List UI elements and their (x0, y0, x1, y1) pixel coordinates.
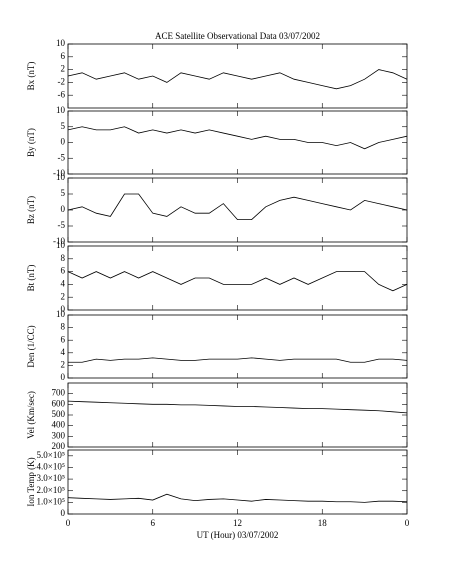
panel-frame (67, 382, 408, 448)
y-tick-label: 400 (52, 420, 66, 430)
y-tick-label: -10 (53, 168, 65, 178)
x-tick-label: 0 (66, 518, 71, 528)
y-tick-label: 8 (61, 322, 66, 332)
panel-frame (67, 177, 408, 243)
y-tick-label: 2 (61, 64, 66, 74)
y-axis-label: Ion Temp (K) (26, 457, 36, 506)
y-tick-label: 10 (56, 38, 66, 48)
x-tick-label: 0 (405, 518, 410, 528)
y-tick-label: 10 (56, 105, 66, 115)
y-tick-label: -5 (58, 152, 66, 162)
data-line (67, 69, 408, 90)
y-tick-label: 0 (61, 508, 66, 518)
y-axis-label: Bt (nT) (26, 265, 36, 292)
panel-frame (67, 314, 408, 379)
panel-frame (67, 110, 408, 175)
data-line (67, 493, 408, 503)
y-tick-label: 600 (52, 398, 66, 408)
y-axis-label: Den (1/CC) (26, 325, 36, 367)
y-tick-label: 0 (61, 137, 66, 147)
y-axis-label: Vel (Km/sec) (26, 391, 36, 439)
y-tick-label: 10 (56, 309, 66, 319)
y-tick-label: 6 (61, 266, 66, 276)
y-tick-label: -6 (58, 89, 66, 99)
x-tick-label: 12 (233, 518, 242, 528)
y-axis-label: By (nT) (26, 128, 36, 157)
data-line (68, 357, 408, 363)
y-tick-label: 3.0×10⁵ (37, 473, 65, 483)
y-tick-label: 1.0×10⁵ (37, 496, 65, 506)
x-tick-label: 18 (318, 518, 328, 528)
y-tick-label: 0 (61, 204, 66, 214)
y-tick-label: 5.0×10⁵ (37, 450, 65, 460)
y-tick-label: 6 (61, 51, 66, 61)
y-tick-label: -2 (58, 76, 66, 86)
y-tick-label: 10 (56, 172, 66, 182)
y-tick-label: 10 (56, 240, 66, 250)
y-tick-label: -5 (58, 220, 66, 230)
y-axis-label: Bx (nT) (26, 62, 36, 91)
y-tick-label: 4 (61, 278, 66, 288)
y-tick-label: 4.0×10⁵ (37, 462, 65, 472)
y-tick-label: 200 (52, 441, 66, 451)
y-tick-label: 500 (52, 409, 66, 419)
data-line (67, 126, 408, 150)
x-axis-label: UT (Hour) 03/07/2002 (197, 530, 279, 540)
y-axis-label: Bz (nT) (26, 196, 36, 224)
y-tick-label: 6 (61, 334, 66, 344)
y-tick-label: 5 (61, 121, 66, 131)
y-tick-label: -10 (53, 236, 65, 246)
y-tick-label: 0 (61, 304, 66, 314)
y-tick-label: 2 (61, 359, 66, 369)
data-line (67, 271, 408, 292)
y-tick-label: 0 (61, 372, 66, 382)
y-tick-label: 2.0×10⁵ (37, 485, 65, 495)
x-tick-label: 6 (151, 518, 156, 528)
data-line (67, 400, 408, 414)
data-line (67, 193, 408, 220)
panel-frame (67, 245, 408, 311)
y-tick-label: 5 (61, 188, 66, 198)
y-tick-label: 4 (61, 347, 66, 357)
chart-title: ACE Satellite Observational Data 03/07/2… (155, 31, 320, 41)
y-tick-label: 700 (52, 388, 66, 398)
y-tick-label: 2 (61, 291, 66, 301)
y-tick-label: 8 (61, 253, 66, 263)
panel-frame (67, 449, 408, 515)
y-tick-label: 300 (52, 430, 66, 440)
